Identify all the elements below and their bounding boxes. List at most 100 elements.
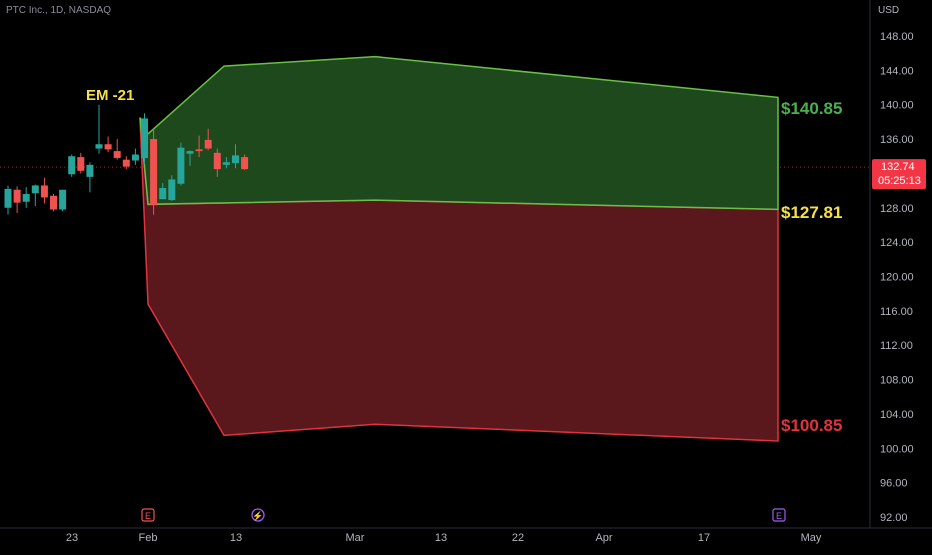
candle-body	[159, 188, 167, 200]
price-tick-label: 108.00	[880, 375, 914, 387]
time-tick-label: 13	[230, 532, 242, 544]
candle-body	[77, 157, 85, 171]
earnings-icon-box	[772, 508, 786, 522]
earnings-icon-box	[141, 508, 155, 522]
em-annotation: EM -21	[86, 87, 134, 104]
price-tick-label: 136.00	[880, 134, 914, 146]
price-tick-label: 128.00	[880, 203, 914, 215]
candle	[186, 150, 194, 166]
candle	[40, 177, 48, 204]
symbol-title: PTC Inc., 1D, NASDAQ	[6, 5, 112, 16]
candle	[31, 184, 39, 207]
upper-move-zone	[139, 55, 779, 211]
price-axis: 148.00144.00140.00136.00132.00128.00124.…	[880, 31, 914, 524]
candle	[50, 194, 57, 212]
candle-body	[186, 151, 194, 154]
price-tick-label: 116.00	[880, 306, 913, 318]
price-tick-label: 140.00	[880, 100, 914, 112]
candle	[141, 113, 148, 164]
price-tick-label: 104.00	[880, 409, 914, 421]
candle	[204, 128, 212, 151]
candle-body	[13, 189, 21, 203]
candle-body	[177, 147, 185, 184]
candle	[122, 156, 130, 170]
candle-body	[113, 151, 121, 158]
price-tick-label: 124.00	[880, 237, 914, 249]
countdown-value: 05:25:13	[878, 175, 921, 187]
time-tick-label: 13	[435, 532, 447, 544]
candle-body	[204, 139, 212, 149]
candle	[232, 144, 239, 169]
time-tick-label: 23	[66, 532, 78, 544]
candle	[95, 104, 103, 154]
price-tick-label: 148.00	[880, 31, 914, 43]
candle	[131, 148, 139, 165]
price-tick-label: 112.00	[880, 340, 913, 352]
candle-body	[22, 194, 30, 202]
candle	[113, 139, 121, 160]
candle	[213, 148, 221, 177]
candle-body	[241, 157, 249, 170]
candle-body	[213, 152, 221, 170]
candle	[59, 189, 67, 212]
candle	[68, 154, 76, 177]
candle-body	[168, 179, 176, 201]
candle	[177, 142, 185, 186]
lightning-icon-glyph: ⚡	[252, 510, 263, 522]
earnings-icon-glyph: E	[145, 511, 151, 521]
time-axis: 23 Feb 13 Mar 13 22 Apr 17 May	[66, 532, 822, 544]
earnings-icon: E	[141, 508, 155, 522]
candle-body	[40, 185, 48, 198]
upper-bound-label: $140.85	[781, 99, 842, 118]
current-price-badge: 132.74 05:25:13	[872, 159, 926, 190]
price-tick-label: 96.00	[880, 478, 908, 490]
candle	[159, 182, 167, 200]
candle	[104, 136, 112, 152]
price-tick-label: 120.00	[880, 272, 914, 284]
candle-body	[195, 149, 203, 152]
current-price-value: 132.74	[881, 161, 915, 173]
time-tick-label: May	[801, 532, 822, 544]
lightning-icon: ⚡	[251, 508, 265, 522]
candle-body	[104, 144, 112, 150]
candle	[241, 154, 249, 170]
candle	[77, 152, 85, 174]
currency-label: USD	[878, 5, 900, 16]
candles	[4, 104, 249, 215]
candle-body	[4, 188, 12, 208]
candle-body	[232, 155, 239, 164]
price-tick-label: 100.00	[880, 443, 914, 455]
candle	[13, 186, 21, 213]
candle-body	[50, 195, 57, 210]
earnings-icon-glyph: E	[776, 511, 782, 521]
candle-body	[86, 164, 94, 177]
candle	[22, 187, 30, 208]
candle-body	[222, 162, 230, 165]
time-tick-label: 22	[512, 532, 524, 544]
candle	[4, 185, 12, 215]
time-tick-label: 17	[698, 532, 710, 544]
time-tick-label: Mar	[346, 532, 365, 544]
event-markers: E ⚡ E	[141, 508, 786, 522]
candle-body	[68, 156, 76, 175]
price-tick-label: 144.00	[880, 65, 914, 77]
candle	[150, 128, 158, 215]
candle-body	[95, 144, 103, 149]
lightning-icon-ring	[251, 508, 265, 522]
candle-body	[59, 189, 67, 210]
candle-body	[31, 185, 39, 194]
candle	[195, 135, 203, 158]
candle-body	[131, 154, 139, 161]
expected-move-zones	[139, 55, 779, 442]
candle-body	[150, 139, 158, 206]
candle-body	[122, 159, 130, 167]
lower-bound-label: $100.85	[781, 416, 842, 435]
candle	[168, 175, 176, 201]
time-tick-label: Feb	[139, 532, 158, 544]
candle	[86, 162, 94, 193]
time-tick-label: Apr	[595, 532, 612, 544]
candle	[222, 157, 230, 169]
earnings-icon: E	[772, 508, 786, 522]
